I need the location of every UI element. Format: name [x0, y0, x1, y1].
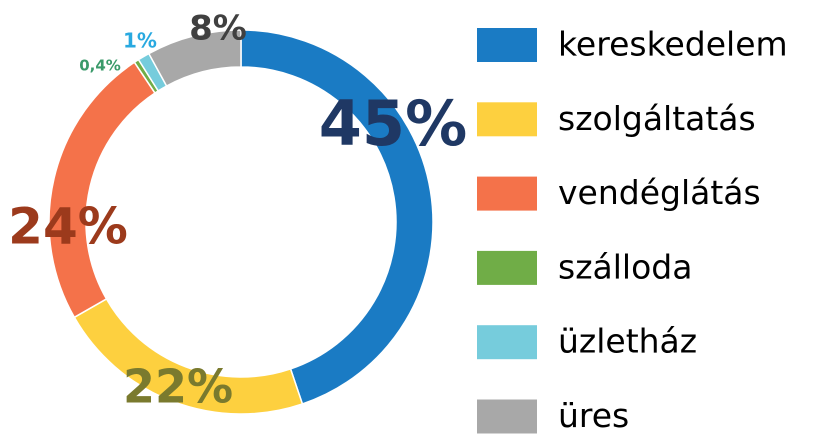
data-label: 0,4% — [79, 57, 121, 75]
legend-swatch — [477, 399, 537, 434]
legend-swatch — [477, 325, 537, 360]
legend-swatch — [477, 250, 537, 285]
donut-slice — [147, 29, 242, 88]
legend-swatch — [477, 28, 537, 62]
data-label: 22% — [123, 360, 233, 414]
donut-slice — [240, 29, 434, 405]
legend-label: üres — [558, 396, 629, 435]
legend-label: vendéglátás — [558, 173, 761, 212]
data-label: 8% — [189, 9, 247, 49]
data-label: 24% — [8, 198, 128, 256]
donut-slice — [48, 61, 157, 319]
data-label: 45% — [319, 87, 467, 160]
data-label: 1% — [123, 29, 157, 53]
legend-label: szálloda — [558, 247, 692, 286]
legend-label: kereskedelem — [558, 25, 788, 64]
legend-label: üzletház — [558, 322, 697, 361]
legend-swatch — [477, 102, 537, 137]
legend-swatch — [477, 176, 537, 211]
legend-label: szolgáltatás — [558, 99, 756, 138]
